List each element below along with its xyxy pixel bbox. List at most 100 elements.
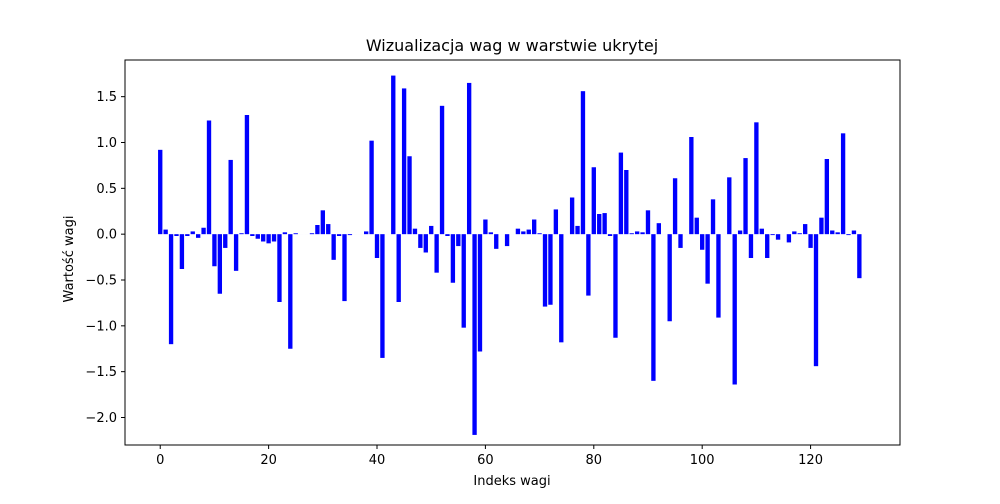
bar: [597, 214, 601, 234]
bar: [261, 234, 265, 241]
bar: [456, 234, 460, 246]
bar: [250, 234, 254, 236]
bar: [841, 133, 845, 234]
x-tick-label: 120: [798, 453, 823, 468]
bar: [239, 233, 243, 234]
bar: [673, 178, 677, 234]
bar: [543, 234, 547, 306]
bar: [180, 234, 184, 269]
x-tick-label: 20: [260, 453, 277, 468]
bar: [505, 234, 509, 246]
bar: [163, 230, 167, 235]
bar: [548, 234, 552, 305]
bar: [727, 177, 731, 234]
bar: [283, 232, 287, 234]
bar: [586, 234, 590, 295]
bar: [201, 228, 205, 234]
bar: [483, 220, 487, 235]
bar: [402, 88, 406, 234]
bar: [743, 158, 747, 234]
bar: [765, 234, 769, 258]
bar: [678, 234, 682, 248]
bar: [310, 233, 314, 234]
bar: [657, 223, 661, 234]
bar: [830, 231, 834, 235]
bar: [397, 234, 401, 302]
bar: [760, 229, 764, 235]
bar: [418, 234, 422, 248]
bar: [787, 234, 791, 242]
bar: [174, 234, 178, 236]
bar: [294, 233, 298, 234]
bar: [407, 156, 411, 234]
bar: [537, 233, 541, 234]
bar: [391, 76, 395, 235]
bar: [575, 226, 579, 234]
bar: [207, 121, 211, 235]
bar: [716, 234, 720, 317]
bar: [191, 231, 195, 234]
bar: [413, 229, 417, 235]
bar: [424, 234, 428, 252]
bar: [836, 232, 840, 234]
bar: [770, 234, 774, 235]
bar: [808, 234, 812, 248]
bar: [462, 234, 466, 327]
bar: [375, 234, 379, 258]
bar: [321, 210, 325, 234]
bar: [803, 224, 807, 234]
bar: [196, 234, 200, 238]
bar: [852, 231, 856, 235]
bar: [711, 199, 715, 234]
bar: [700, 234, 704, 250]
bar: [315, 225, 319, 234]
bar: [429, 226, 433, 234]
bar: [602, 213, 606, 234]
y-tick-label: −0.5: [85, 274, 117, 289]
bar: [380, 234, 384, 358]
bar: [364, 231, 368, 234]
bar: [288, 234, 292, 349]
y-axis-label: Wartość wagi: [62, 216, 77, 303]
bar: [608, 234, 612, 236]
bar: [733, 234, 737, 384]
y-tick-label: 0.5: [96, 182, 117, 197]
bar: [738, 231, 742, 235]
x-tick-label: 40: [369, 453, 386, 468]
y-tick-label: −1.0: [85, 319, 117, 334]
bar: [478, 234, 482, 351]
bar: [451, 234, 455, 283]
bar: [695, 218, 699, 235]
bar: [266, 234, 270, 243]
bar: [218, 234, 222, 294]
bar: [749, 234, 753, 258]
bar: [532, 220, 536, 235]
bar: [554, 209, 558, 234]
bar: [689, 137, 693, 234]
bar: [624, 170, 628, 234]
x-axis-label: Indeks wagi: [473, 474, 550, 489]
bar: [640, 232, 644, 234]
x-tick-label: 100: [690, 453, 715, 468]
x-tick-label: 0: [156, 453, 164, 468]
bar: [570, 198, 574, 235]
y-tick-label: −1.5: [85, 365, 117, 380]
bar: [158, 150, 162, 234]
bar: [527, 230, 531, 235]
bar: [272, 234, 276, 241]
bar: [559, 234, 563, 342]
bar: [229, 160, 233, 234]
bar: [223, 234, 227, 248]
bar: [434, 234, 438, 272]
bar: [489, 232, 493, 234]
bar: [846, 234, 850, 235]
bar: [331, 234, 335, 260]
bar: [342, 234, 346, 301]
chart-title: Wizualizacja wag w warstwie ukrytej: [366, 36, 658, 55]
bar: [234, 234, 238, 271]
bar: [857, 234, 861, 278]
bar: [326, 224, 330, 234]
bar: [245, 115, 249, 234]
